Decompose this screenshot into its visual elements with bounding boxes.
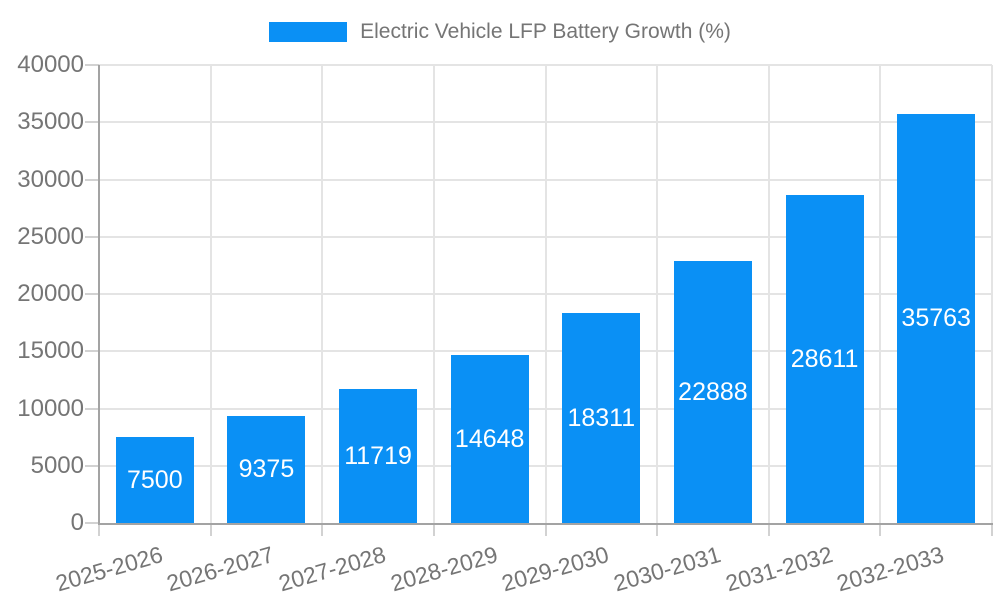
- x-tick-mark: [98, 523, 100, 536]
- gridline-vertical: [991, 65, 993, 523]
- bar-2030-2031[interactable]: 22888: [673, 261, 752, 523]
- bar-2029-2030[interactable]: 18311: [562, 313, 641, 523]
- y-tick-mark: [85, 64, 99, 66]
- y-tick-mark: [85, 293, 99, 295]
- gridline-vertical: [879, 65, 882, 523]
- x-tick-mark: [991, 523, 993, 536]
- x-tick-mark: [432, 523, 435, 536]
- gridline-vertical: [321, 65, 324, 523]
- y-tick-mark: [85, 464, 99, 467]
- x-tick-mark: [767, 523, 770, 536]
- gridline-vertical: [767, 65, 770, 523]
- chart-legend[interactable]: Electric Vehicle LFP Battery Growth (%): [0, 20, 1000, 44]
- x-axis-line: [98, 523, 993, 525]
- y-tick-label: 25000: [17, 222, 84, 250]
- gridline-vertical: [432, 65, 435, 523]
- x-tick-label: 2027-2028: [275, 541, 389, 597]
- bar-value-label: 22888: [678, 377, 748, 406]
- y-tick-mark: [85, 235, 99, 238]
- x-tick-mark: [321, 523, 324, 536]
- x-tick-label: 2031-2032: [722, 541, 836, 597]
- bar-2028-2029[interactable]: 14648: [450, 355, 529, 523]
- x-tick-mark: [656, 523, 659, 536]
- y-tick-label: 15000: [17, 337, 84, 365]
- x-tick-label: 2028-2029: [387, 541, 501, 597]
- gridline-vertical: [544, 65, 547, 523]
- bar-2032-2033[interactable]: 35763: [897, 114, 976, 523]
- plot-area: 7500 9375 11719 14648 18311 22888 28611 35763 20…: [53, 64, 993, 596]
- y-tick-mark: [85, 522, 99, 524]
- x-tick-label: 2029-2030: [499, 541, 612, 597]
- y-tick-label: 10000: [17, 394, 84, 422]
- x-tick-mark: [209, 523, 212, 536]
- x-tick-mark: [544, 523, 547, 536]
- bar-value-label: 35763: [901, 304, 971, 332]
- y-tick-mark: [85, 350, 99, 353]
- bar-value-label: 11719: [344, 441, 412, 470]
- legend-swatch: [269, 22, 348, 42]
- bar-value-label: 9375: [238, 455, 295, 483]
- bar-2025-2026[interactable]: 7500: [115, 437, 194, 523]
- bar-value-label: 18311: [567, 403, 636, 432]
- bar-value-label: 28611: [790, 344, 859, 373]
- legend-label: Electric Vehicle LFP Battery Growth (%): [360, 20, 731, 43]
- y-axis-labels: 0 5000 10000 15000 20000 25000 30000 35000 40000: [0, 0, 84, 600]
- x-tick-mark: [879, 523, 882, 536]
- y-tick-label: 35000: [17, 108, 84, 136]
- y-tick-label: 20000: [17, 280, 84, 307]
- x-tick-label: 2032-2033: [833, 541, 947, 597]
- bar-value-label: 14648: [454, 424, 525, 453]
- bar-2026-2027[interactable]: 9375: [227, 416, 306, 523]
- y-tick-label: 5000: [30, 451, 84, 479]
- x-tick-label: 2030-2031: [610, 541, 724, 597]
- y-tick-mark: [85, 121, 99, 124]
- y-tick-label: 30000: [17, 165, 84, 193]
- y-tick-mark: [85, 407, 99, 410]
- bar-2027-2028[interactable]: 11719: [339, 389, 418, 523]
- gridline-vertical: [656, 65, 659, 523]
- y-axis-line: [98, 65, 100, 523]
- y-tick-mark: [85, 178, 99, 181]
- x-tick-label: 2026-2027: [164, 541, 278, 597]
- y-tick-label: 0: [70, 509, 84, 536]
- bar-2031-2032[interactable]: 28611: [785, 195, 864, 523]
- bar-value-label: 7500: [127, 465, 183, 494]
- y-tick-label: 40000: [17, 51, 84, 78]
- gridline-vertical: [209, 65, 212, 523]
